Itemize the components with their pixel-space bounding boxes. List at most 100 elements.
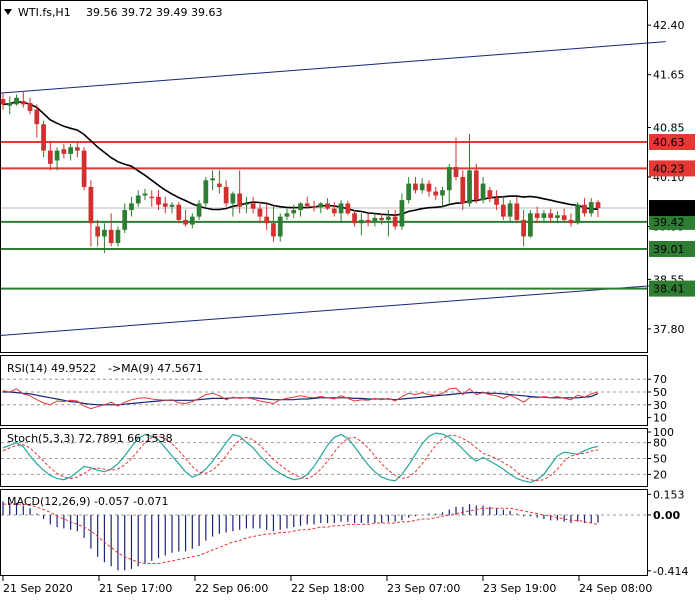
candle-bullish[interactable]	[541, 213, 547, 218]
candle-bullish[interactable]	[54, 150, 60, 161]
candle-bearish[interactable]	[345, 203, 351, 214]
rsi-tick-label: 70	[653, 373, 667, 386]
rsi-plot	[1, 378, 647, 410]
candle-bearish[interactable]	[176, 204, 182, 220]
candle-bullish[interactable]	[446, 167, 452, 191]
candle-bearish[interactable]	[27, 103, 33, 111]
candle-bullish[interactable]	[244, 203, 249, 205]
candle-bullish[interactable]	[291, 210, 297, 214]
candle-bullish[interactable]	[135, 195, 141, 204]
candle-bearish[interactable]	[41, 124, 46, 151]
candle-bearish[interactable]	[365, 219, 371, 222]
candle-bullish[interactable]	[210, 178, 215, 181]
candle-bullish[interactable]	[115, 229, 121, 244]
candle-bearish[interactable]	[88, 186, 94, 224]
candle-bearish[interactable]	[325, 203, 330, 209]
candle-bearish[interactable]	[81, 150, 87, 187]
candle-bearish[interactable]	[595, 202, 601, 209]
candle-bearish[interactable]	[534, 213, 540, 218]
candle-bearish[interactable]	[237, 193, 243, 207]
support-level-tag	[649, 240, 695, 257]
candle-bearish[interactable]	[216, 183, 222, 187]
candle-bullish[interactable]	[507, 203, 513, 217]
candle-bearish[interactable]	[433, 191, 439, 196]
candle-bearish[interactable]	[352, 213, 357, 224]
candle-bullish[interactable]	[142, 193, 148, 196]
candle-bearish[interactable]	[494, 198, 499, 205]
candle-bearish[interactable]	[413, 183, 418, 191]
candle-bearish[interactable]	[514, 203, 520, 220]
candle-bearish[interactable]	[453, 167, 459, 177]
resistance-level-label: 40.23	[653, 162, 685, 175]
candle-bearish[interactable]	[582, 204, 587, 214]
candle-bearish[interactable]	[183, 219, 188, 225]
candle-bullish[interactable]	[467, 170, 472, 204]
candle-bullish[interactable]	[169, 204, 175, 207]
candle-bullish[interactable]	[129, 203, 134, 211]
candle-bullish[interactable]	[555, 215, 560, 218]
candle-bearish[interactable]	[487, 190, 493, 199]
candle-bearish[interactable]	[223, 186, 229, 204]
candle-bearish[interactable]	[47, 150, 53, 164]
candle-bullish[interactable]	[68, 147, 73, 154]
candle-bearish[interactable]	[561, 215, 567, 220]
candle-bearish[interactable]	[311, 206, 317, 208]
candle-bearish[interactable]	[271, 223, 276, 237]
candle-bearish[interactable]	[108, 229, 114, 244]
candle-bearish[interactable]	[264, 216, 270, 224]
candle-bullish[interactable]	[189, 216, 195, 225]
candle-bearish[interactable]	[250, 203, 256, 209]
candle-bullish[interactable]	[440, 190, 445, 196]
candle-bearish[interactable]	[0, 99, 6, 105]
candle-bearish[interactable]	[75, 147, 80, 151]
candle-bearish[interactable]	[521, 219, 526, 237]
collapse-triangle-icon[interactable]	[4, 9, 12, 15]
candle-bearish[interactable]	[426, 183, 432, 192]
candle-bullish[interactable]	[358, 219, 364, 224]
candle-bearish[interactable]	[331, 208, 337, 214]
rsi-label: RSI(14) 49.9522	[7, 362, 96, 375]
candle-bearish[interactable]	[162, 203, 168, 207]
support-level-tag	[649, 280, 695, 297]
candle-bearish[interactable]	[61, 149, 67, 154]
candle-bullish[interactable]	[230, 193, 236, 204]
candle-bullish[interactable]	[7, 103, 13, 106]
candle-bullish[interactable]	[203, 180, 209, 204]
candle-bullish[interactable]	[318, 203, 324, 208]
candle-bearish[interactable]	[156, 196, 161, 205]
candle-bearish[interactable]	[548, 213, 554, 218]
candle-bullish[interactable]	[419, 183, 425, 191]
candle-bearish[interactable]	[95, 226, 101, 237]
candle-bearish[interactable]	[460, 177, 466, 204]
candle-bullish[interactable]	[528, 213, 533, 237]
candle-bearish[interactable]	[473, 170, 479, 201]
macd-label: MACD(12,26,9) -0.057 -0.071	[7, 495, 168, 508]
candle-bullish[interactable]	[406, 183, 412, 201]
candle-bullish[interactable]	[575, 204, 581, 224]
candle-bearish[interactable]	[149, 196, 155, 199]
candle-bullish[interactable]	[284, 213, 290, 217]
candle-bearish[interactable]	[500, 204, 506, 217]
candle-bearish[interactable]	[34, 109, 40, 125]
candle-bullish[interactable]	[196, 203, 202, 217]
candle-bullish[interactable]	[277, 216, 283, 237]
candle-bullish[interactable]	[480, 183, 486, 201]
candle-bullish[interactable]	[399, 200, 405, 227]
candle-bearish[interactable]	[568, 219, 574, 224]
candle-bearish[interactable]	[392, 216, 398, 227]
candle-bearish[interactable]	[304, 203, 310, 207]
candle-bullish[interactable]	[588, 202, 594, 214]
stoch-d-line	[2, 434, 599, 482]
candle-bullish[interactable]	[122, 210, 128, 230]
candle-bearish[interactable]	[20, 101, 26, 105]
candle-bearish[interactable]	[379, 217, 385, 220]
candle-bullish[interactable]	[102, 229, 107, 237]
candle-bullish[interactable]	[386, 216, 391, 220]
rsi-tick-label: 30	[653, 399, 667, 412]
candle-bullish[interactable]	[298, 203, 303, 211]
candle-bullish[interactable]	[14, 97, 19, 105]
candle-bullish[interactable]	[372, 217, 378, 222]
candle-bullish[interactable]	[338, 203, 344, 214]
candle-bearish[interactable]	[257, 208, 263, 217]
